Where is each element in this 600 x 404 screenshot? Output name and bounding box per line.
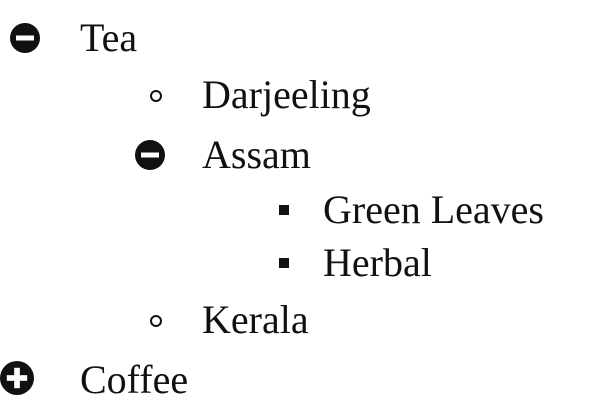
circle-bullet-icon [150,90,162,102]
plus-circle-icon[interactable] [0,361,34,395]
tree-item-label: Herbal [323,240,432,285]
tree-item-assam[interactable]: Assam [135,130,375,180]
tree-item-kerala[interactable]: Kerala [150,295,370,345]
square-bullet-icon [279,205,289,215]
tree-item-green-leaves[interactable]: Green Leaves [278,185,598,235]
minus-circle-icon[interactable] [10,23,40,53]
tree-item-label: Green Leaves [323,187,544,232]
square-bullet-icon [279,258,289,268]
tree-item-label: Coffee [80,357,189,402]
tree-item-label: Tea [80,15,138,60]
circle-bullet-icon [150,315,162,327]
tree-item-label: Darjeeling [202,72,371,117]
tree-item-herbal[interactable]: Herbal [278,238,478,288]
minus-circle-icon[interactable] [135,140,165,170]
tree-item-coffee[interactable]: Coffee [0,355,250,404]
tree-item-tea[interactable]: Tea [10,13,160,63]
tree-item-darjeeling[interactable]: Darjeeling [150,70,420,120]
tree-item-label: Kerala [202,297,309,342]
tree-item-label: Assam [202,132,311,177]
